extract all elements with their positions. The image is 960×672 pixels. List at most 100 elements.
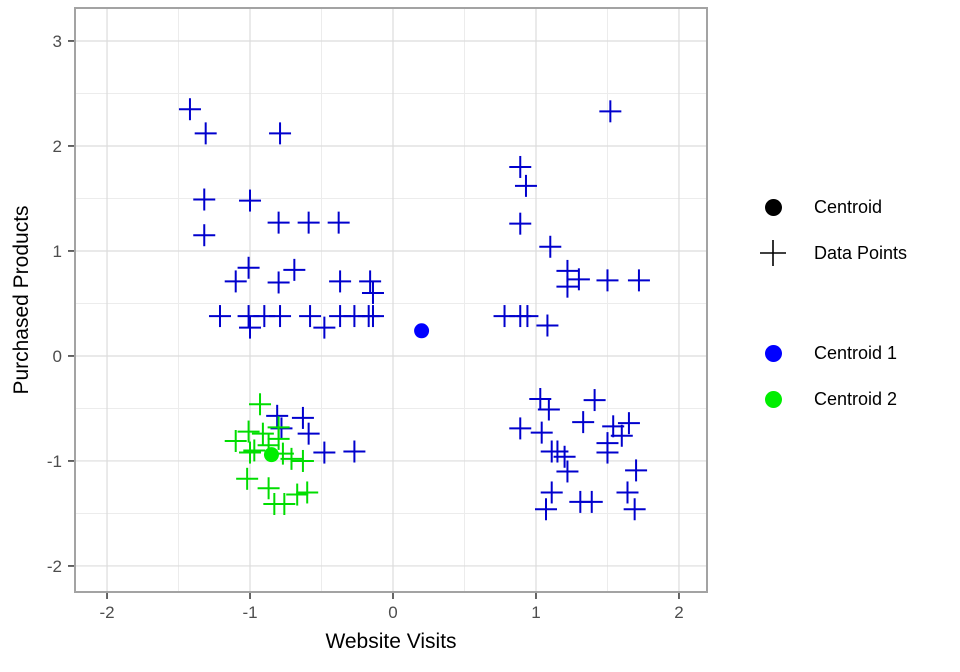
data-point bbox=[556, 275, 579, 298]
data-point bbox=[327, 211, 350, 234]
series-dot bbox=[414, 323, 430, 339]
data-point bbox=[602, 415, 625, 438]
data-point bbox=[267, 211, 290, 234]
data-point bbox=[296, 481, 319, 504]
data-point bbox=[243, 439, 266, 462]
centroid-2-dot-icon bbox=[748, 390, 798, 408]
series-dot bbox=[263, 447, 279, 463]
data-point bbox=[616, 481, 639, 504]
data-point bbox=[596, 269, 619, 292]
x-tick-labels: -2 -1 0 1 2 bbox=[99, 603, 683, 622]
data-point bbox=[239, 316, 262, 339]
data-point bbox=[291, 406, 314, 429]
data-point bbox=[509, 212, 532, 235]
data-point bbox=[627, 269, 650, 292]
x-axis-title: Website Visits bbox=[325, 630, 457, 653]
panel-border bbox=[74, 7, 708, 593]
grid-major bbox=[75, 8, 707, 592]
data-point bbox=[623, 498, 646, 521]
data-point bbox=[556, 460, 579, 483]
axis-ticks bbox=[68, 40, 680, 599]
data-point bbox=[297, 211, 320, 234]
legend-item-centroid-1: Centroid 1 bbox=[748, 330, 953, 376]
y-tick-label: -1 bbox=[47, 452, 62, 471]
data-point bbox=[178, 98, 201, 121]
data-point bbox=[273, 493, 296, 516]
data-point bbox=[193, 188, 216, 211]
data-point bbox=[583, 389, 606, 412]
data-point bbox=[361, 281, 384, 304]
x-tick-label: 2 bbox=[674, 603, 683, 622]
data-point bbox=[297, 422, 320, 445]
data-point bbox=[257, 477, 280, 500]
data-point bbox=[267, 427, 290, 450]
data-point bbox=[530, 421, 553, 444]
data-point bbox=[617, 412, 640, 435]
data-point bbox=[237, 420, 260, 443]
data-point bbox=[536, 314, 559, 337]
legend-label: Centroid bbox=[814, 196, 883, 217]
y-tick-label: 1 bbox=[53, 242, 62, 261]
data-point bbox=[194, 122, 217, 145]
data-point bbox=[269, 122, 292, 145]
data-point bbox=[610, 424, 633, 447]
y-tick-label: 3 bbox=[53, 32, 62, 51]
centroid-1-dot-icon bbox=[748, 344, 798, 362]
legend-label: Centroid 2 bbox=[814, 388, 898, 409]
centroid-point bbox=[414, 323, 430, 339]
legend-item-centroid: Centroid bbox=[748, 184, 953, 230]
data-point bbox=[529, 388, 552, 411]
data-point bbox=[299, 305, 322, 328]
x-tick-label: -2 bbox=[99, 603, 114, 622]
legend-shape-group: Centroid Data Points bbox=[748, 184, 953, 276]
centroid-dot-icon bbox=[748, 198, 798, 216]
data-point bbox=[553, 445, 576, 468]
data-point bbox=[329, 270, 352, 293]
grid-minor bbox=[75, 8, 707, 592]
data-point bbox=[208, 305, 231, 328]
data-points-cross-icon bbox=[748, 240, 798, 266]
data-point bbox=[509, 417, 532, 440]
data-point bbox=[572, 411, 595, 434]
y-tick-label: -2 bbox=[47, 557, 62, 576]
y-tick-label: 2 bbox=[53, 137, 62, 156]
data-point bbox=[236, 467, 259, 490]
data-point bbox=[266, 404, 289, 427]
data-point bbox=[224, 270, 247, 293]
data-point bbox=[599, 100, 622, 123]
data-point bbox=[361, 305, 384, 328]
legend-label: Centroid 1 bbox=[814, 342, 898, 363]
centroid-point bbox=[263, 447, 279, 463]
data-point bbox=[514, 174, 537, 197]
data-point bbox=[509, 155, 532, 178]
legend: Centroid Data Points Centroid 1 bbox=[748, 184, 953, 422]
data-point bbox=[237, 256, 260, 279]
data-point bbox=[193, 224, 216, 247]
data-point bbox=[251, 422, 274, 445]
data-point bbox=[224, 430, 247, 453]
data-point bbox=[596, 441, 619, 464]
data-point bbox=[267, 271, 290, 294]
data-point bbox=[539, 235, 562, 258]
legend-color-group: Centroid 1 Centroid 2 bbox=[748, 330, 953, 422]
data-point bbox=[283, 258, 306, 281]
data-point bbox=[580, 490, 603, 513]
y-tick-label: 0 bbox=[53, 347, 62, 366]
data-point bbox=[270, 417, 293, 440]
data-point bbox=[239, 189, 262, 212]
data-point bbox=[313, 316, 336, 339]
data-point bbox=[313, 441, 336, 464]
data-point bbox=[567, 268, 590, 291]
data-point bbox=[534, 498, 557, 521]
x-tick-label: 0 bbox=[388, 603, 397, 622]
data-point bbox=[625, 459, 648, 482]
data-point bbox=[286, 483, 309, 506]
data-point bbox=[249, 393, 272, 416]
data-point bbox=[280, 447, 303, 470]
series-cross bbox=[224, 393, 319, 516]
data-point bbox=[291, 449, 314, 472]
data-point bbox=[359, 270, 382, 293]
plot-panel bbox=[75, 8, 707, 592]
